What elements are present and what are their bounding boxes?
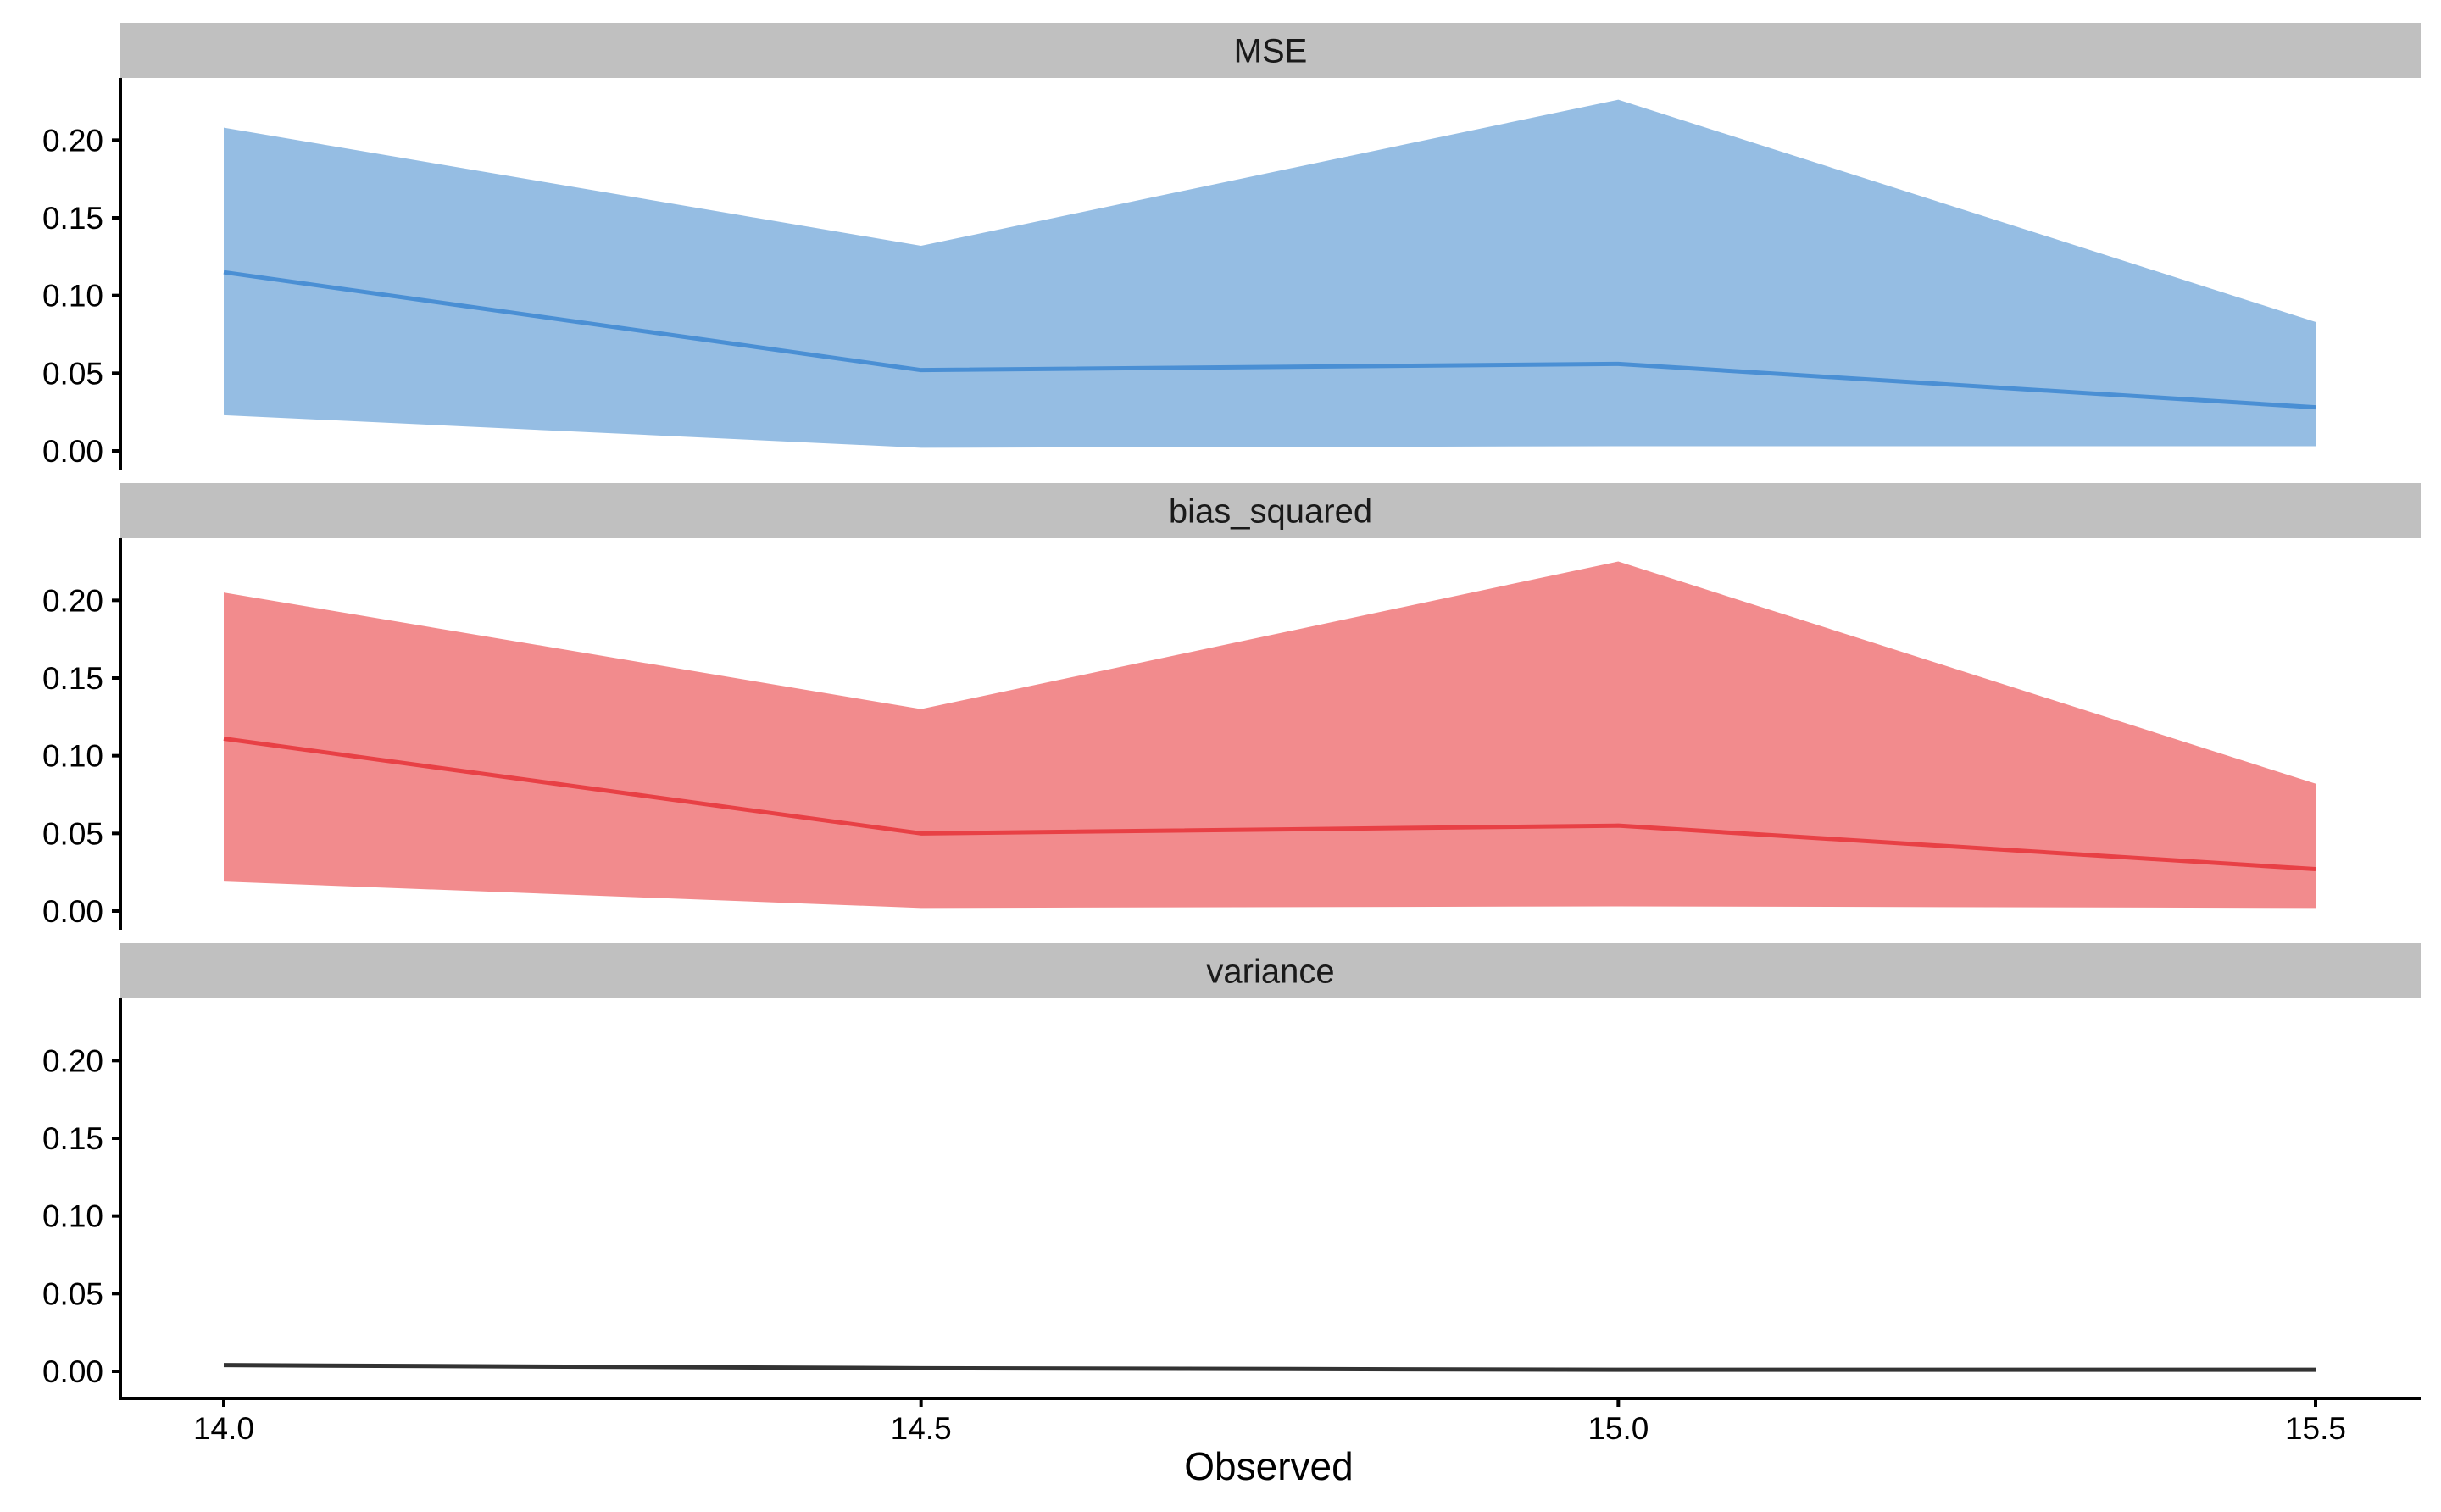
series-line xyxy=(223,270,2316,410)
y-tick-label: 0.10 xyxy=(42,1199,103,1234)
x-tick-label: 15.0 xyxy=(1587,1411,1649,1446)
series-line xyxy=(223,737,2316,871)
series-line xyxy=(223,1363,2316,1372)
y-tick-label: 0.15 xyxy=(42,201,103,236)
y-tick-label: 0.20 xyxy=(42,583,103,618)
y-tick-label: 0.20 xyxy=(42,123,103,158)
x-tick-label: 14.0 xyxy=(193,1411,254,1446)
facet-strip xyxy=(120,943,2421,998)
y-tick-label: 0.00 xyxy=(42,434,103,469)
y-tick-label: 0.15 xyxy=(42,661,103,696)
y-tick-label: 0.05 xyxy=(42,356,103,391)
facet-panel-variance: variance 0.00 0.05 0.10 0.15 0.20 xyxy=(42,943,2421,1398)
x-axis-title: Observed xyxy=(1184,1444,1353,1488)
y-tick-label: 0.15 xyxy=(42,1121,103,1156)
y-tick-label: 0.20 xyxy=(42,1043,103,1078)
confidence-ribbon xyxy=(224,561,2316,909)
facet-strip-label: bias_squared xyxy=(1169,493,1372,531)
facet-panel-bias-squared: bias_squared 0.00 0.05 0.10 0.15 0.20 xyxy=(42,483,2421,930)
y-tick-label: 0.00 xyxy=(42,1354,103,1389)
y-tick-label: 0.10 xyxy=(42,279,103,314)
x-tick-label: 15.5 xyxy=(2285,1411,2346,1446)
x-tick-label: 14.5 xyxy=(891,1411,952,1446)
facet-panel-MSE: MSE 0.00 0.05 0.10 0.15 0.20 xyxy=(42,23,2421,470)
x-axis: 14.0 14.5 15.0 15.5 xyxy=(119,1397,2421,1446)
y-tick-label: 0.05 xyxy=(42,1276,103,1311)
facet-strip xyxy=(120,23,2421,78)
y-tick-label: 0.05 xyxy=(42,816,103,851)
panels-layer: MSE 0.00 0.05 0.10 0.15 0.20 bias_squared 0.00 0… xyxy=(42,23,2421,1398)
facet-strip-label: MSE xyxy=(1234,33,1308,70)
facet-strip xyxy=(120,483,2421,538)
y-tick-label: 0.10 xyxy=(42,739,103,774)
y-tick-label: 0.00 xyxy=(42,894,103,929)
confidence-ribbon xyxy=(224,99,2316,448)
facet-strip-label: variance xyxy=(1206,953,1334,991)
